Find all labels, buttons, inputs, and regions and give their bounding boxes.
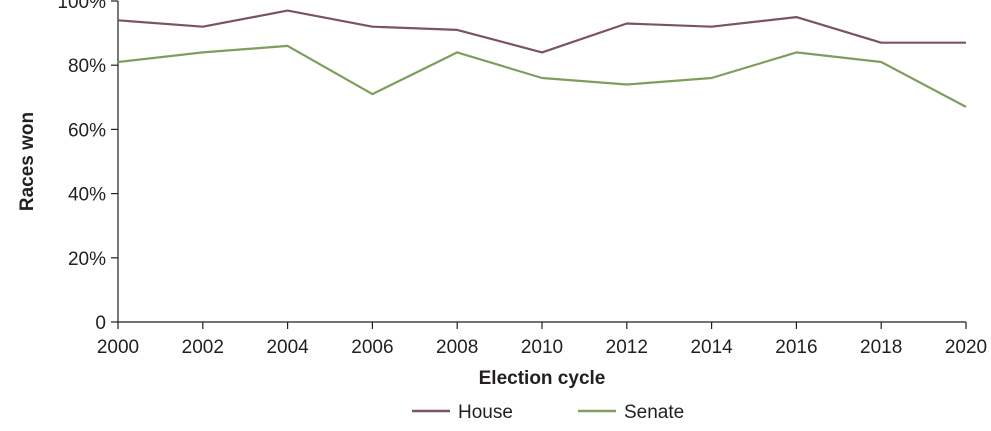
legend-label-senate: Senate xyxy=(624,402,684,423)
x-axis-ticks: 2000 2002 2004 2006 2008 2010 2012 2014 2016 2018… xyxy=(97,322,987,358)
x-tick-label: 2016 xyxy=(775,337,817,358)
x-tick-label: 2004 xyxy=(266,337,309,358)
legend: House Senate xyxy=(412,402,684,423)
x-tick-label: 2006 xyxy=(351,337,393,358)
y-tick-label: 20% xyxy=(68,249,106,270)
y-tick-label: 40% xyxy=(68,185,106,206)
x-tick-label: 2000 xyxy=(97,337,139,358)
y-tick-label: 60% xyxy=(68,120,106,141)
x-tick-label: 2014 xyxy=(690,337,733,358)
x-axis-title: Election cycle xyxy=(479,368,606,389)
y-tick-label: 100% xyxy=(57,0,106,13)
x-tick-label: 2008 xyxy=(436,337,478,358)
x-tick-label: 2002 xyxy=(182,337,224,358)
y-axis-title: Races won xyxy=(17,112,38,211)
x-tick-label: 2020 xyxy=(945,337,987,358)
y-tick-label: 80% xyxy=(68,56,106,77)
x-tick-label: 2012 xyxy=(606,337,648,358)
x-tick-label: 2018 xyxy=(860,337,902,358)
series-line-senate xyxy=(117,44,967,108)
y-tick-label: 0 xyxy=(95,313,106,334)
series-line-house xyxy=(117,9,966,54)
x-tick-label: 2010 xyxy=(521,337,563,358)
legend-label-house: House xyxy=(458,402,513,423)
series-lines xyxy=(117,9,967,108)
y-axis-ticks: 0 20% 40% 60% 80% 100% xyxy=(57,0,118,334)
